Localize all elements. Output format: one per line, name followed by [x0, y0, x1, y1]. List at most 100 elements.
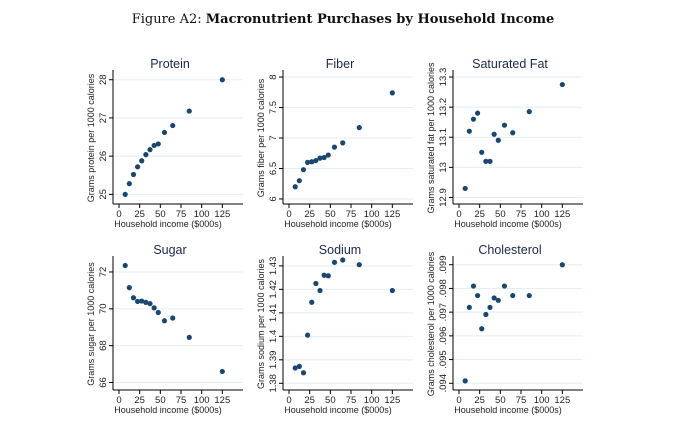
- data-point: [475, 292, 481, 299]
- y-axis-label: Grams fiber per 1000 calories: [256, 78, 266, 197]
- data-point: [147, 301, 153, 307]
- y-tick-label: 13.3: [438, 68, 449, 87]
- panel-title: Cholesterol: [478, 243, 541, 257]
- data-point: [475, 110, 481, 116]
- data-point: [470, 116, 477, 122]
- data-point: [155, 141, 161, 147]
- y-tick-label: .097: [438, 303, 449, 322]
- x-tick-label: 75: [516, 209, 527, 220]
- panel-title: Saturated Fat: [472, 57, 548, 71]
- x-tick-label: 0: [456, 395, 461, 406]
- y-tick-label: 26: [98, 151, 109, 162]
- data-point: [309, 299, 315, 305]
- data-point: [491, 131, 497, 137]
- data-point: [526, 109, 532, 115]
- x-tick-label: 125: [384, 395, 400, 406]
- figure-title: Figure A2: Macronutrient Purchases by Ho…: [0, 12, 686, 27]
- y-tick-label: 6: [268, 196, 279, 201]
- x-tick-label: 50: [325, 395, 336, 406]
- data-point: [321, 272, 327, 278]
- data-point: [389, 287, 395, 294]
- data-point: [135, 164, 141, 170]
- panel-saturated-fat: 12.9 13 13.1 13.2 13.3 0 25 50 75 100 125Household…: [426, 57, 583, 229]
- data-point: [126, 181, 132, 187]
- data-point: [559, 81, 565, 88]
- data-point: [186, 108, 192, 114]
- x-tick-label: 100: [534, 395, 550, 406]
- x-axis-label: Household income ($000s): [284, 219, 392, 229]
- y-tick-label: 8: [268, 74, 279, 79]
- y-tick-label: 1.4: [268, 330, 279, 343]
- y-tick-label: 28: [98, 74, 109, 85]
- data-point: [483, 311, 489, 318]
- x-tick-label: 0: [456, 209, 461, 220]
- panel-title: Sodium: [319, 243, 361, 257]
- data-point: [130, 295, 137, 301]
- data-point: [186, 334, 192, 340]
- x-tick-label: 50: [155, 209, 166, 220]
- data-point: [483, 158, 489, 164]
- data-point: [466, 128, 472, 134]
- data-point: [170, 122, 176, 129]
- data-point: [155, 309, 161, 316]
- x-tick-label: 100: [194, 209, 210, 220]
- y-axis-label: Grams protein per 1000 calories: [86, 73, 96, 202]
- data-point: [356, 262, 362, 268]
- x-axis-label: Household income ($000s): [114, 219, 222, 229]
- panel-title: Fiber: [326, 57, 354, 71]
- y-axis-label: Grams sodium per 1000 calories: [256, 258, 266, 389]
- panel-sodium: 1.38 1.39 1.4 1.41 1.42 1.43 0 25 50 75 100 125Hous…: [256, 243, 413, 415]
- y-tick-label: 72: [98, 267, 109, 278]
- x-tick-label: 25: [474, 395, 485, 406]
- data-point: [479, 149, 485, 155]
- data-point: [139, 158, 145, 164]
- y-tick-label: .098: [438, 279, 449, 298]
- x-tick-label: 75: [516, 395, 527, 406]
- y-tick-label: 6.5: [268, 162, 279, 175]
- data-point: [462, 185, 468, 192]
- data-point: [122, 262, 128, 269]
- data-point: [309, 159, 315, 165]
- y-tick-label: .096: [438, 327, 449, 346]
- data-point: [135, 298, 141, 305]
- x-tick-label: 100: [364, 395, 380, 406]
- data-point: [389, 90, 395, 96]
- y-tick-label: 13.2: [438, 98, 449, 117]
- data-point: [325, 152, 331, 158]
- data-point: [495, 137, 501, 143]
- y-tick-label: .095: [438, 350, 449, 369]
- data-point: [479, 326, 485, 332]
- y-axis-label: Grams cholesterol per 1000 calories: [426, 251, 436, 396]
- data-point: [305, 159, 311, 165]
- x-tick-label: 50: [325, 209, 336, 220]
- data-point: [510, 130, 516, 136]
- x-tick-label: 75: [176, 209, 187, 220]
- data-point: [325, 273, 331, 279]
- data-point: [501, 283, 508, 289]
- data-point: [340, 140, 346, 146]
- data-point: [219, 77, 225, 83]
- data-point: [305, 332, 311, 338]
- data-point: [161, 129, 168, 136]
- figure-label: Figure A2:: [131, 12, 202, 27]
- y-tick-label: 1.42: [268, 280, 279, 299]
- data-point: [317, 287, 323, 294]
- figure-heading: Macronutrient Purchases by Household Inc…: [205, 12, 555, 27]
- data-point: [161, 318, 168, 324]
- data-point: [151, 142, 157, 149]
- data-point: [559, 262, 565, 268]
- x-axis-label: Household income ($000s): [454, 219, 562, 229]
- data-point: [300, 370, 307, 376]
- x-tick-label: 100: [194, 395, 210, 406]
- data-point: [331, 144, 338, 150]
- y-axis-label: Grams sugar per 1000 calories: [86, 262, 96, 386]
- data-point: [526, 292, 532, 299]
- y-tick-label: 1.39: [268, 351, 279, 370]
- data-point: [122, 191, 128, 197]
- data-point: [317, 155, 323, 161]
- data-point: [331, 259, 338, 265]
- x-tick-label: 50: [495, 209, 506, 220]
